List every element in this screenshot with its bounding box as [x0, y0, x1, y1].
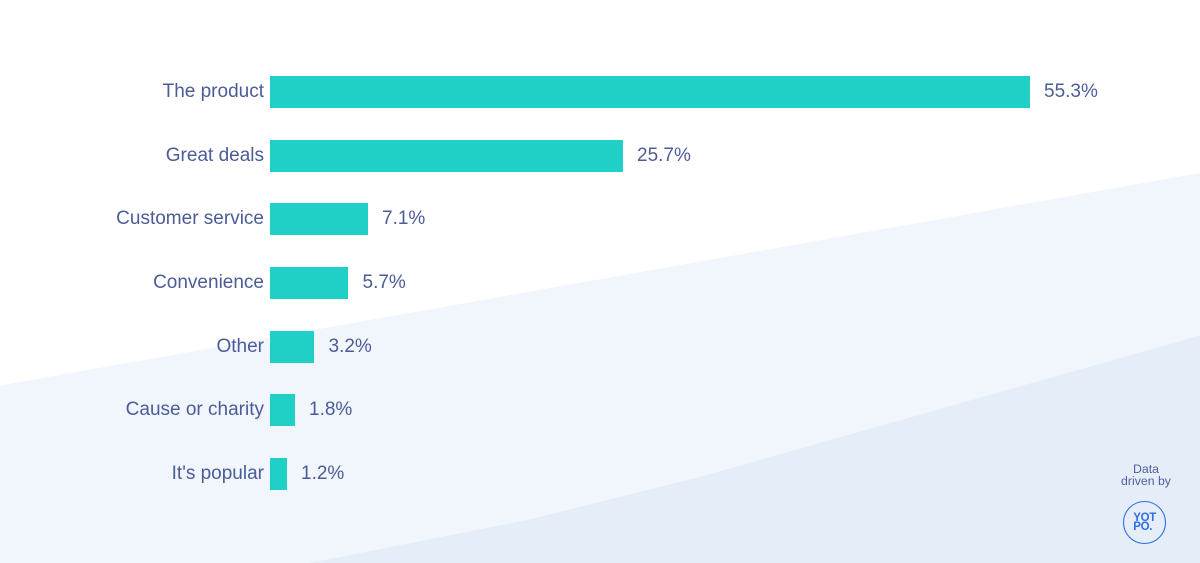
svg-text:PO.: PO.: [1133, 521, 1152, 533]
svg-text:YOT: YOT: [1133, 512, 1156, 524]
